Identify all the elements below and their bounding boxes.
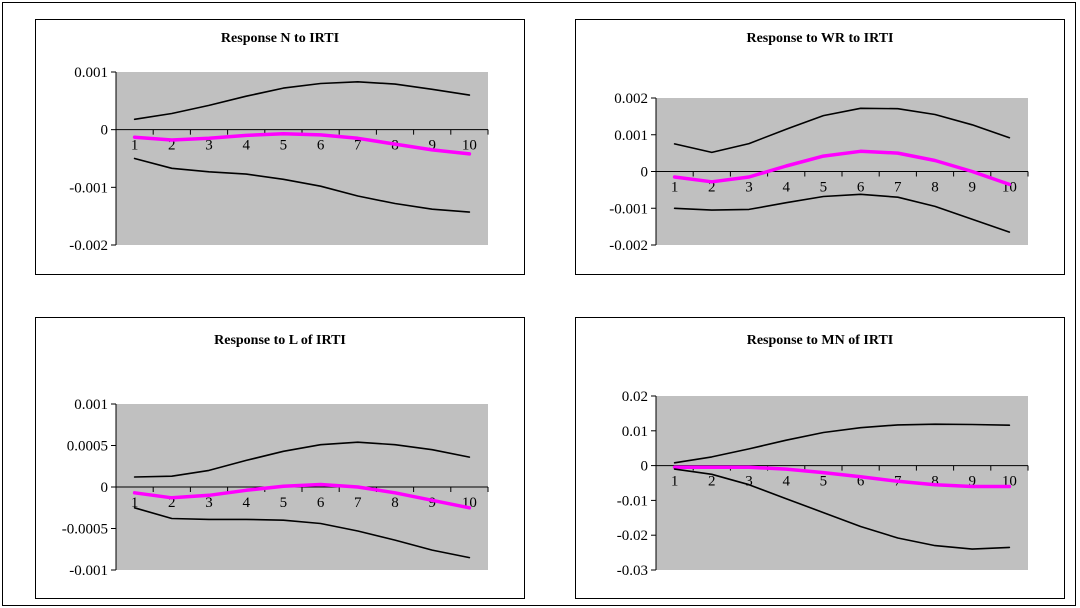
- x-tick-label: 9: [428, 495, 436, 511]
- x-tick-label: 4: [242, 495, 250, 511]
- y-tick-label: 0.002: [614, 91, 648, 107]
- x-tick-label: 7: [354, 138, 362, 154]
- y-tick-label: 0: [101, 480, 109, 496]
- x-tick-label: 2: [168, 138, 176, 154]
- x-tick-label: 1: [671, 474, 679, 490]
- y-tick-label: -0.001: [609, 201, 648, 217]
- y-tick-label: -0.01: [617, 493, 648, 509]
- series-line-response: [672, 465, 1012, 489]
- x-tick-label: 6: [857, 474, 865, 490]
- x-tick-label: 6: [857, 180, 865, 196]
- chart-panel-response-wr: Response to WR to IRTI 0.002 0.001 0 -0.001 -…: [575, 19, 1065, 275]
- x-tick-label: 4: [782, 474, 790, 490]
- y-tick-label: 0: [101, 123, 109, 139]
- x-tick-label: 1: [671, 180, 679, 196]
- y-tick-label: 0.0005: [67, 439, 108, 455]
- x-tick-label: 5: [280, 138, 288, 154]
- x-tick-label: 8: [931, 474, 939, 490]
- x-tick-label: 8: [931, 180, 939, 196]
- x-tick-label: 3: [745, 180, 753, 196]
- y-tick-label: 0.02: [622, 389, 648, 405]
- x-tick-label: 1: [131, 495, 139, 511]
- x-tick-label: 5: [820, 180, 828, 196]
- y-tick-label: -0.03: [617, 563, 648, 579]
- x-tick-label: 10: [462, 138, 477, 154]
- plot-area: [116, 72, 488, 245]
- x-tick-label: 2: [168, 495, 176, 511]
- y-tick-label: 0.001: [74, 65, 108, 81]
- x-tick-label: 3: [205, 495, 213, 511]
- series-line-response: [672, 149, 1012, 187]
- series-line-lower-band: [673, 468, 1011, 550]
- series-line-lower-band: [133, 507, 471, 559]
- y-tick-label: -0.001: [69, 563, 108, 579]
- x-tick-label: 9: [968, 180, 976, 196]
- chart-title: Response to MN of IRTI: [747, 333, 894, 348]
- chart-panel-response-n: Response N to IRTI 0.001 0 -0.001 -0.002 1 2 3 4…: [35, 19, 525, 275]
- series-line-lower-band: [133, 157, 471, 213]
- y-tick-label: -0.0005: [62, 522, 108, 538]
- y-tick-label: -0.002: [69, 238, 108, 254]
- x-tick-label: 9: [428, 138, 436, 154]
- chart-svg-response-l: Response to L of IRTI 0.001 0.0005 0 -0.0005…: [62, 333, 489, 579]
- chart-title: Response N to IRTI: [221, 31, 339, 46]
- x-tick-label: 7: [894, 180, 902, 196]
- x-tick-label: 9: [968, 474, 976, 490]
- x-tick-label: 2: [708, 474, 716, 490]
- series-line-response: [132, 131, 472, 156]
- series-line-upper-band: [673, 423, 1011, 464]
- x-tick-label: 6: [317, 138, 325, 154]
- x-tick-label: 4: [242, 138, 250, 154]
- x-tick-label: 5: [280, 495, 288, 511]
- y-tick-label: 0.01: [622, 424, 648, 440]
- chart-svg-response-n: Response N to IRTI 0.001 0 -0.001 -0.002 1 2 3 4…: [69, 31, 489, 254]
- series-line-response: [132, 482, 472, 510]
- x-tick-label: 3: [205, 138, 213, 154]
- chart-title: Response to WR to IRTI: [746, 31, 893, 46]
- x-tick-label: 3: [745, 474, 753, 490]
- x-tick-label: 8: [391, 495, 399, 511]
- y-tick-label: 0: [641, 165, 649, 181]
- chart-panel-response-mn: Response to MN of IRTI 0.02 0.01 0 -0.01 -0.0…: [575, 317, 1065, 599]
- chart-title: Response to L of IRTI: [214, 333, 346, 348]
- series-line-upper-band: [673, 107, 1011, 154]
- y-tick-label: 0.001: [74, 397, 108, 413]
- y-tick-label: -0.002: [609, 238, 648, 254]
- series-line-upper-band: [133, 441, 471, 478]
- chart-svg-response-mn: Response to MN of IRTI 0.02 0.01 0 -0.01 -0.0…: [617, 333, 1029, 579]
- x-tick-label: 4: [782, 180, 790, 196]
- x-tick-label: 2: [708, 180, 716, 196]
- y-tick-label: -0.02: [617, 528, 648, 544]
- y-tick-label: -0.001: [69, 180, 108, 196]
- y-tick-label: 0: [641, 459, 649, 475]
- x-tick-label: 7: [354, 495, 362, 511]
- series-line-lower-band: [673, 193, 1011, 233]
- chart-svg-response-wr: Response to WR to IRTI 0.002 0.001 0 -0.001 -…: [609, 31, 1029, 254]
- series-line-upper-band: [133, 80, 471, 121]
- chart-panel-response-l: Response to L of IRTI 0.001 0.0005 0 -0.0005…: [35, 317, 525, 599]
- x-tick-label: 6: [317, 495, 325, 511]
- x-tick-label: 1: [131, 138, 139, 154]
- y-tick-label: 0.001: [614, 128, 648, 144]
- x-tick-label: 5: [820, 474, 828, 490]
